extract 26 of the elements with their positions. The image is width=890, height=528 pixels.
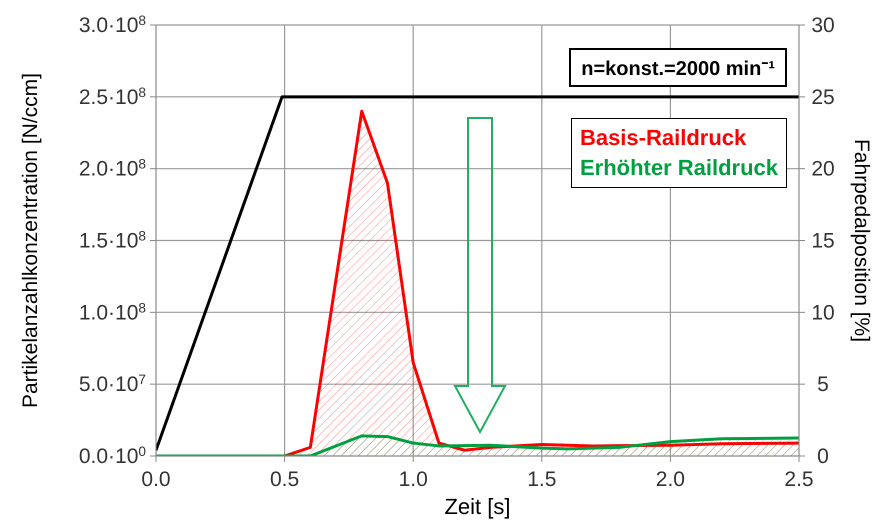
y-tick-label: 1.5·10$^{8}$ (78, 228, 146, 252)
text: Basis-Raildruck (580, 124, 748, 152)
x-tick-label: 2.5 (784, 468, 814, 491)
y2-tick-label: 5 (817, 373, 829, 396)
y2-tick-label: 15 (811, 230, 835, 252)
x-tick-label: 1.0 (398, 468, 428, 491)
y-tick-label: 2.5·10$^{8}$ (78, 84, 146, 109)
y-tick-label: 3.0·10$^{8}$ (78, 12, 146, 37)
x-tick-label: 2.0 (656, 468, 685, 491)
y2-tick-label: 10 (811, 301, 835, 324)
y-tick-label: 0.0·10$^{0}$ (78, 444, 146, 468)
y-tick-label: 2.0·10$^{8}$ (78, 156, 146, 181)
y-axis-title: Partikelanzahlkonzentration [N/ccm] (18, 73, 42, 408)
y2-tick-label: 25 (811, 86, 835, 109)
y2-tick-label: 20 (811, 158, 835, 181)
y2-axis-title: Fahrpedalposition [%] (850, 138, 874, 342)
y-tick-label: 5.0·10$^{7}$ (78, 372, 146, 396)
y-tick-label: 1.0·10$^{8}$ (78, 300, 146, 324)
x-tick-label: 0.0 (141, 468, 171, 491)
text: Erhöhter Raildruck (580, 154, 778, 182)
annotation: n=konst.=2000 min⁻¹ (569, 48, 787, 87)
x-tick-label: 0.5 (270, 468, 300, 491)
y2-tick-label: 0 (817, 445, 829, 468)
x-axis-title: Zeit [s] (444, 494, 511, 519)
x-tick-label: 1.5 (527, 468, 556, 491)
y2-tick-label: 30 (811, 14, 835, 37)
